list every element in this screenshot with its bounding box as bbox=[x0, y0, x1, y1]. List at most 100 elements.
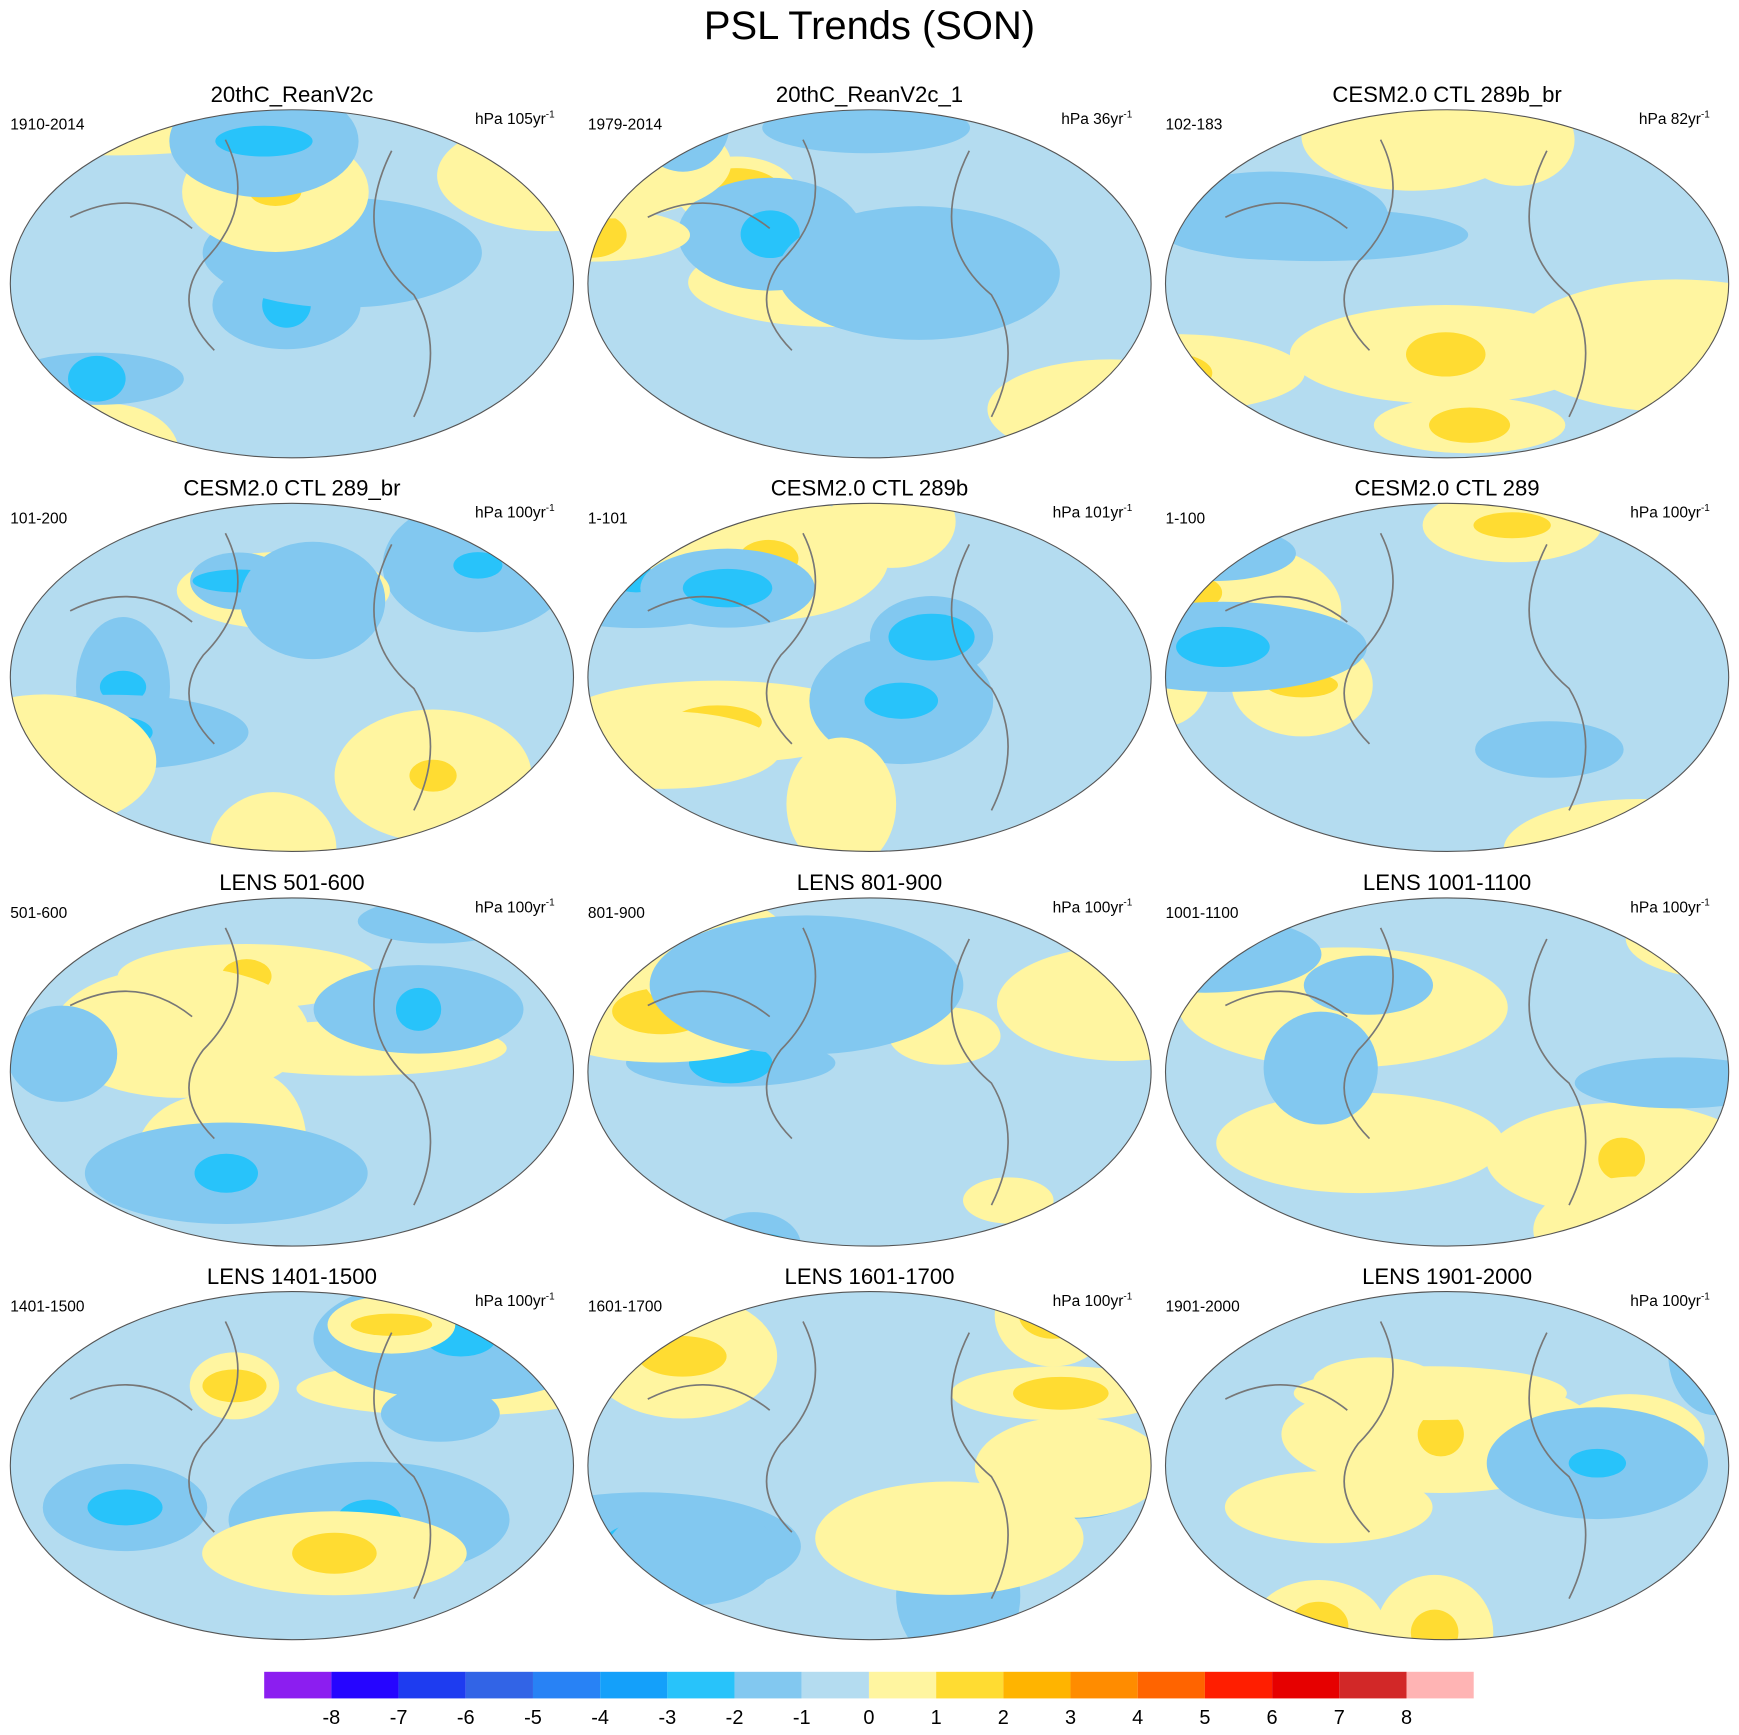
panel-unit: hPa 100yr-1 bbox=[1630, 503, 1710, 522]
anomaly-region bbox=[1303, 955, 1434, 1015]
map bbox=[10, 109, 574, 458]
unit-text: hPa 101yr bbox=[1053, 505, 1124, 522]
unit-text: hPa 36yr bbox=[1061, 111, 1123, 128]
anomaly-core bbox=[638, 1336, 727, 1377]
colorbar-box bbox=[734, 1671, 802, 1699]
panel-title: LENS 501-600 bbox=[219, 870, 364, 895]
anomaly-region bbox=[786, 737, 897, 852]
unit-superscript: -1 bbox=[1701, 1291, 1710, 1302]
unit-superscript: -1 bbox=[1701, 110, 1710, 121]
colorbar-label: 8 bbox=[1401, 1707, 1412, 1729]
colorbar-box bbox=[1003, 1671, 1071, 1699]
anomaly-region bbox=[815, 1481, 1084, 1595]
map-outline bbox=[9, 897, 575, 1247]
panel-period: 1-100 bbox=[1166, 510, 1206, 527]
anomaly-region bbox=[1301, 109, 1526, 191]
colorbar-box bbox=[264, 1671, 332, 1699]
panel-unit: hPa 100yr-1 bbox=[475, 1291, 555, 1310]
anomaly-core bbox=[682, 568, 773, 608]
colorbar-label: 4 bbox=[1132, 1707, 1143, 1729]
map-outline bbox=[587, 502, 1152, 852]
coastline bbox=[647, 532, 1009, 811]
colorbar-label: 5 bbox=[1199, 1707, 1210, 1729]
anomaly-core bbox=[1410, 1609, 1459, 1640]
anomaly-core bbox=[395, 987, 442, 1031]
panel-unit: hPa 82yr-1 bbox=[1639, 110, 1710, 129]
unit-superscript: -1 bbox=[1123, 110, 1132, 121]
anomaly-region bbox=[996, 946, 1152, 1061]
colorbar-label: -4 bbox=[591, 1707, 609, 1729]
anomaly-core bbox=[1429, 407, 1511, 443]
colorbar-label: 3 bbox=[1065, 1707, 1076, 1729]
panel-unit: hPa 100yr-1 bbox=[1630, 1291, 1710, 1310]
colorbar-label: 1 bbox=[931, 1707, 942, 1729]
panel-title: LENS 1001-1100 bbox=[1363, 870, 1531, 895]
colorbar-label: -3 bbox=[658, 1707, 676, 1729]
colorbar-label: -7 bbox=[390, 1707, 408, 1729]
unit-superscript: -1 bbox=[546, 1291, 555, 1302]
panel-period: 801-900 bbox=[588, 905, 645, 922]
anomaly-core bbox=[292, 1532, 377, 1574]
anomaly-region bbox=[1216, 1092, 1504, 1194]
unit-text: hPa 105yr bbox=[475, 111, 546, 128]
colorbar-box bbox=[600, 1671, 668, 1699]
colorbar-box bbox=[465, 1671, 533, 1699]
colorbar-box bbox=[1406, 1671, 1474, 1699]
anomaly-region bbox=[1224, 1471, 1433, 1544]
coastline bbox=[1224, 139, 1587, 418]
panel-title: 20thC_ReanV2c bbox=[211, 82, 374, 107]
anomaly-core bbox=[409, 759, 457, 792]
anomaly-region bbox=[210, 792, 337, 852]
unit-superscript: -1 bbox=[1701, 898, 1710, 909]
anomaly-region bbox=[1574, 1057, 1729, 1109]
anomaly-region bbox=[777, 206, 1060, 340]
anomaly-region bbox=[605, 1503, 779, 1606]
panel-title: LENS 1601-1700 bbox=[784, 1264, 954, 1289]
coastline bbox=[69, 1321, 432, 1600]
colorbar-box bbox=[331, 1671, 399, 1699]
panel-title: CESM2.0 CTL 289_br bbox=[183, 476, 401, 501]
panel-period: 1979-2014 bbox=[588, 117, 663, 134]
unit-text: hPa 100yr bbox=[1630, 899, 1701, 916]
colorbar-box bbox=[398, 1671, 466, 1699]
panel-title: LENS 1901-2000 bbox=[1362, 1264, 1532, 1289]
anomaly-region bbox=[974, 1416, 1152, 1518]
anomaly-core bbox=[740, 210, 800, 259]
panel-title: CESM2.0 CTL 289b_br bbox=[1332, 82, 1562, 107]
map-outline bbox=[1164, 109, 1730, 459]
map-outline bbox=[587, 897, 1152, 1247]
coastline bbox=[1224, 532, 1587, 811]
map-outline bbox=[9, 109, 575, 459]
colorbar-label: -1 bbox=[793, 1707, 811, 1729]
anomaly-core bbox=[68, 355, 126, 402]
anomaly-core bbox=[87, 1489, 163, 1526]
panel-unit: hPa 100yr-1 bbox=[475, 898, 555, 917]
panel-unit: hPa 100yr-1 bbox=[1053, 898, 1133, 917]
colorbar-label: 7 bbox=[1334, 1707, 1345, 1729]
unit-text: hPa 82yr bbox=[1639, 111, 1701, 128]
anomaly-region bbox=[587, 711, 781, 789]
anomaly-region bbox=[1252, 1580, 1385, 1640]
anomaly-core bbox=[1165, 353, 1213, 393]
anomaly-region bbox=[828, 503, 956, 568]
anomaly-core bbox=[1568, 1448, 1627, 1478]
unit-text: hPa 100yr bbox=[1053, 899, 1124, 916]
unit-superscript: -1 bbox=[546, 110, 555, 121]
panel-title: CESM2.0 CTL 289 bbox=[1355, 476, 1540, 501]
map bbox=[10, 897, 574, 1247]
panel-unit: hPa 100yr-1 bbox=[475, 503, 555, 522]
anomaly-region bbox=[649, 915, 964, 1055]
unit-text: hPa 100yr bbox=[475, 505, 546, 522]
unit-text: hPa 100yr bbox=[475, 1293, 546, 1310]
coastline bbox=[1224, 1321, 1587, 1600]
panel-title: LENS 1401-1500 bbox=[207, 1264, 377, 1289]
colorbar-box bbox=[1272, 1671, 1340, 1699]
colorbar-label: -2 bbox=[726, 1707, 744, 1729]
coastline bbox=[69, 532, 432, 811]
anomaly-region bbox=[963, 1177, 1054, 1224]
panel-title: 20thC_ReanV2c_1 bbox=[776, 82, 963, 107]
anomaly-region bbox=[380, 1385, 500, 1442]
anomaly-core bbox=[194, 1153, 259, 1193]
panel-period: 1001-1100 bbox=[1166, 905, 1239, 922]
map bbox=[587, 897, 1152, 1247]
